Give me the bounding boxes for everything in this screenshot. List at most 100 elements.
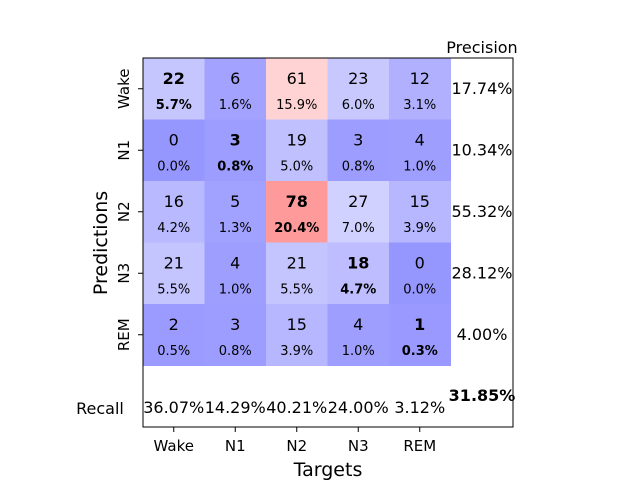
heatmap-cell bbox=[204, 242, 267, 305]
cell-count: 21 bbox=[287, 254, 307, 273]
cell-percent: 3.9% bbox=[280, 344, 313, 359]
cell-percent: 7.0% bbox=[342, 221, 375, 236]
x-axis-ticks: Wake N1 N2 N3 REM bbox=[154, 427, 436, 455]
cell-percent: 0.5% bbox=[157, 344, 190, 359]
cell-count: 3 bbox=[353, 131, 363, 150]
heatmap-cell bbox=[204, 181, 267, 243]
x-tick-label: Wake bbox=[154, 437, 194, 455]
heatmap-cell bbox=[143, 242, 205, 305]
y-axis-label: Predictions bbox=[90, 191, 112, 295]
cell-percent: 4.2% bbox=[157, 221, 190, 236]
x-axis-label: Targets bbox=[293, 459, 363, 480]
cell-percent: 1.6% bbox=[219, 98, 252, 113]
heatmap-cell bbox=[389, 181, 451, 243]
cell-count: 4 bbox=[230, 254, 240, 273]
y-axis-ticks: Wake N1 N2 N3 REM bbox=[115, 69, 143, 351]
y-tick-label: N2 bbox=[115, 201, 133, 222]
precision-value: 17.74% bbox=[451, 79, 512, 98]
heatmap-cell bbox=[389, 242, 451, 305]
x-tick-label: REM bbox=[403, 437, 436, 455]
recall-label: Recall bbox=[76, 399, 124, 418]
cell-count: 15 bbox=[287, 315, 307, 334]
heatmap-cell bbox=[327, 242, 390, 305]
overall-accuracy: 31.85% bbox=[449, 386, 516, 405]
recall-value: 3.12% bbox=[394, 398, 445, 417]
heatmap-cell bbox=[266, 242, 328, 305]
cell-percent: 0.8% bbox=[217, 160, 253, 175]
heatmap-cell bbox=[143, 58, 205, 120]
cell-labels: 225.7%61.6%6115.9%236.0%123.1%00.0%30.8%… bbox=[156, 69, 438, 359]
heatmap-cell bbox=[143, 119, 205, 182]
heatmap-cell bbox=[327, 181, 390, 243]
cell-count: 12 bbox=[410, 69, 430, 88]
cell-percent: 0.0% bbox=[403, 283, 436, 298]
cell-percent: 5.5% bbox=[157, 283, 190, 298]
cell-percent: 0.0% bbox=[157, 160, 190, 175]
cell-percent: 0.8% bbox=[219, 344, 252, 359]
cell-count: 61 bbox=[287, 69, 307, 88]
precision-label: Precision bbox=[446, 38, 517, 57]
precision-value: 4.00% bbox=[457, 325, 508, 344]
cell-percent: 15.9% bbox=[276, 98, 317, 113]
cell-count: 4 bbox=[353, 315, 363, 334]
x-tick-label: N2 bbox=[286, 437, 307, 455]
cell-percent: 6.0% bbox=[342, 98, 375, 113]
heatmap-cell bbox=[143, 304, 205, 366]
cell-count: 16 bbox=[164, 192, 184, 211]
cell-percent: 0.3% bbox=[402, 344, 438, 359]
recall-value: 24.00% bbox=[328, 398, 389, 417]
y-tick-label: N1 bbox=[115, 140, 133, 161]
heatmap-cells bbox=[143, 58, 451, 366]
cell-count: 0 bbox=[415, 254, 425, 273]
cell-count: 3 bbox=[230, 131, 241, 150]
cell-percent: 1.0% bbox=[403, 160, 436, 175]
cell-percent: 5.7% bbox=[156, 98, 192, 113]
cell-count: 6 bbox=[230, 69, 240, 88]
cell-count: 3 bbox=[230, 315, 240, 334]
cell-count: 23 bbox=[348, 69, 368, 88]
x-tick-label: N3 bbox=[348, 437, 369, 455]
cell-percent: 20.4% bbox=[274, 221, 319, 236]
cell-count: 78 bbox=[286, 192, 308, 211]
plot-frame bbox=[142, 57, 514, 428]
cell-percent: 0.8% bbox=[342, 160, 375, 175]
cell-count: 0 bbox=[169, 131, 179, 150]
cell-percent: 1.0% bbox=[219, 283, 252, 298]
recall-value: 36.07% bbox=[143, 398, 204, 417]
cell-percent: 5.0% bbox=[280, 160, 313, 175]
precision-value: 55.32% bbox=[451, 202, 512, 221]
y-tick-label: Wake bbox=[115, 69, 133, 109]
heatmap-cell bbox=[266, 58, 328, 120]
heatmap-cell bbox=[389, 58, 451, 120]
precision-value: 10.34% bbox=[451, 140, 512, 159]
heatmap-cell bbox=[266, 181, 328, 243]
heatmap-cell bbox=[204, 119, 267, 182]
cell-percent: 4.7% bbox=[340, 283, 376, 298]
cell-count: 15 bbox=[410, 192, 430, 211]
recall-value: 14.29% bbox=[205, 398, 266, 417]
cell-percent: 5.5% bbox=[280, 283, 313, 298]
cell-count: 5 bbox=[230, 192, 240, 211]
cell-percent: 1.0% bbox=[342, 344, 375, 359]
cell-count: 18 bbox=[347, 254, 369, 273]
heatmap-cell bbox=[143, 181, 205, 243]
heatmap-cell bbox=[327, 304, 390, 366]
cell-count: 1 bbox=[414, 315, 425, 334]
recall-value: 40.21% bbox=[266, 398, 327, 417]
heatmap-cell bbox=[389, 304, 451, 366]
cell-count: 4 bbox=[415, 131, 425, 150]
heatmap-cell bbox=[266, 119, 328, 182]
cell-count: 19 bbox=[287, 131, 307, 150]
heatmap-cell bbox=[204, 304, 267, 366]
y-tick-label: REM bbox=[115, 318, 133, 351]
cell-count: 21 bbox=[164, 254, 184, 273]
x-tick-label: N1 bbox=[225, 437, 246, 455]
y-tick-label: N3 bbox=[115, 263, 133, 284]
metrics-labels: 17.74% 10.34% 55.32% 28.12% 4.00% 36.07% 14.29… bbox=[143, 79, 512, 417]
cell-percent: 3.1% bbox=[403, 98, 436, 113]
heatmap-cell bbox=[327, 58, 390, 120]
precision-value: 28.12% bbox=[451, 263, 512, 282]
heatmap-cell bbox=[266, 304, 328, 366]
heatmap-cell bbox=[389, 119, 451, 182]
